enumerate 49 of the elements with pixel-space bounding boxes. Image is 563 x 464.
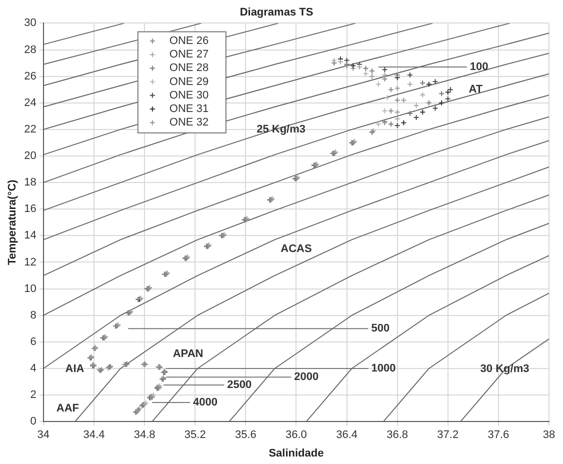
x-tick-label: 34 xyxy=(37,429,50,442)
annotation: APAN xyxy=(172,348,204,360)
annotation: 25 Kg/m3 xyxy=(256,123,306,136)
y-tick-label: 12 xyxy=(24,256,36,268)
x-tick-label: 36.4 xyxy=(336,429,358,442)
legend-label: ONE 30 xyxy=(169,89,209,102)
x-tick-label: 36.8 xyxy=(386,429,408,442)
y-tick-label: 6 xyxy=(30,336,36,348)
y-tick-label: 18 xyxy=(24,176,36,189)
x-tick-label: 36.0 xyxy=(286,429,307,442)
x-tick-label: 38 xyxy=(542,429,556,442)
y-tick-label: 24 xyxy=(24,96,36,109)
series-label: 500 xyxy=(371,322,390,335)
annotation: AAF xyxy=(56,402,80,414)
y-tick-label: 2 xyxy=(30,389,36,402)
series-label: 2000 xyxy=(294,371,319,384)
chart-title: Diagramas TS xyxy=(240,6,314,19)
legend-label: ONE 32 xyxy=(169,116,209,129)
y-tick-label: 10 xyxy=(24,282,36,295)
y-tick-label: 8 xyxy=(30,309,36,322)
x-tick-label: 35.6 xyxy=(234,429,256,442)
y-tick-label: 28 xyxy=(24,44,36,56)
y-tick-label: 4 xyxy=(30,362,36,375)
y-tick-label: 14 xyxy=(24,230,36,242)
y-tick-label: 22 xyxy=(24,123,36,136)
x-tick-label: 37.2 xyxy=(437,429,459,442)
y-tick-label: 20 xyxy=(24,150,36,162)
annotation: AIA xyxy=(65,363,84,376)
legend-label: ONE 26 xyxy=(169,35,209,48)
series-label: 100 xyxy=(470,61,488,74)
y-tick-label: 26 xyxy=(24,70,36,82)
legend-label: ONE 31 xyxy=(169,103,209,116)
legend-label: ONE 27 xyxy=(169,48,209,61)
annotation: ACAS xyxy=(280,243,312,256)
annotation: AT xyxy=(468,84,483,96)
series-label: 4000 xyxy=(193,396,218,409)
x-axis-title: Salinidade xyxy=(268,447,324,460)
series-label: 1000 xyxy=(371,362,396,375)
legend-label: ONE 29 xyxy=(169,76,209,88)
series-label: 2500 xyxy=(227,378,252,391)
x-tick-label: 37.6 xyxy=(488,429,510,442)
y-tick-label: 16 xyxy=(24,203,36,216)
y-tick-label: 0 xyxy=(30,416,36,428)
y-axis-title: Temperatura(°C) xyxy=(6,179,19,266)
x-tick-label: 34.8 xyxy=(134,429,156,442)
legend-label: ONE 28 xyxy=(169,62,209,74)
x-tick-label: 35.2 xyxy=(184,429,206,442)
x-tick-label: 34.4 xyxy=(83,429,105,442)
y-tick-label: 30 xyxy=(24,17,36,30)
